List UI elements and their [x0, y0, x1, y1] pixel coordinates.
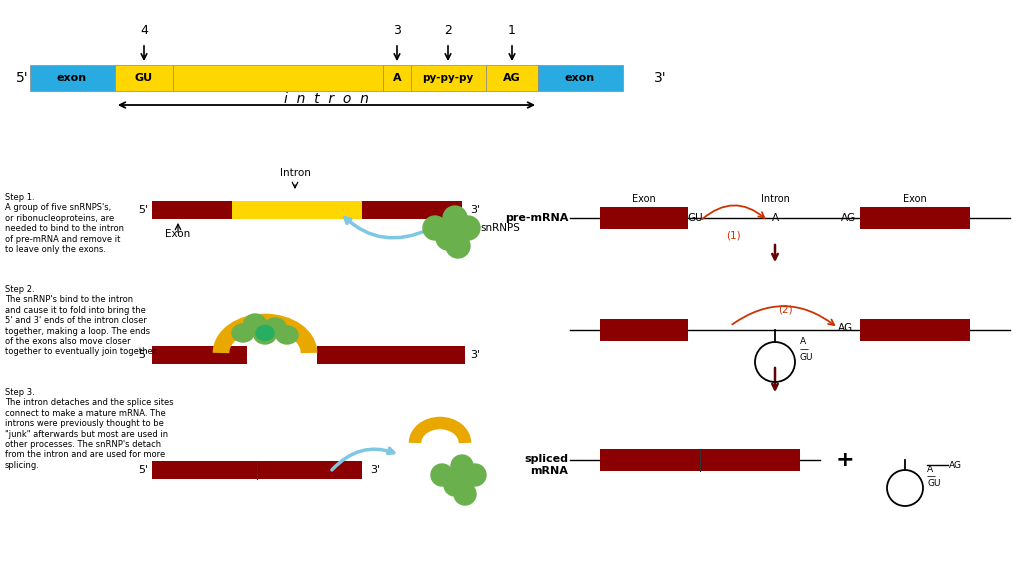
FancyBboxPatch shape: [600, 319, 688, 341]
Text: Intron: Intron: [761, 194, 790, 204]
Circle shape: [443, 206, 467, 230]
FancyBboxPatch shape: [860, 207, 970, 229]
FancyBboxPatch shape: [411, 65, 486, 91]
Text: 3: 3: [393, 24, 401, 37]
Ellipse shape: [254, 326, 276, 344]
Ellipse shape: [276, 326, 298, 344]
Text: Exon: Exon: [165, 229, 190, 239]
Text: Step 2.
The snRNP's bind to the intron
and cause it to fold into bring the
5' an: Step 2. The snRNP's bind to the intron a…: [5, 285, 158, 357]
Circle shape: [456, 216, 480, 240]
Text: 5': 5': [15, 71, 29, 85]
Text: A: A: [392, 73, 401, 83]
Text: 2: 2: [444, 24, 452, 37]
FancyBboxPatch shape: [317, 346, 465, 364]
Text: AG: AG: [838, 323, 853, 333]
Text: 3': 3': [370, 465, 380, 475]
Circle shape: [436, 226, 460, 250]
Text: 5': 5': [138, 350, 148, 360]
Ellipse shape: [264, 318, 286, 336]
Circle shape: [451, 455, 473, 477]
Circle shape: [444, 474, 466, 496]
Text: 1: 1: [508, 24, 516, 37]
Text: 5': 5': [138, 205, 148, 215]
Text: Intron: Intron: [280, 168, 310, 178]
Text: (1): (1): [726, 231, 740, 241]
FancyBboxPatch shape: [152, 201, 232, 219]
FancyBboxPatch shape: [538, 65, 623, 91]
Text: 3': 3': [470, 350, 480, 360]
Text: 3': 3': [653, 71, 667, 85]
Circle shape: [454, 483, 476, 505]
Text: 3': 3': [470, 205, 480, 215]
Text: A: A: [927, 465, 933, 475]
FancyBboxPatch shape: [600, 449, 800, 471]
Text: i  n  t  r  o  n: i n t r o n: [284, 92, 369, 106]
Text: (2): (2): [777, 305, 793, 315]
Text: 5': 5': [138, 465, 148, 475]
Text: Step 3.
The intron detaches and the splice sites
connect to make a mature mRNA. : Step 3. The intron detaches and the spli…: [5, 388, 174, 470]
Text: pre-mRNA: pre-mRNA: [505, 213, 568, 223]
Text: A: A: [800, 338, 806, 347]
Text: Exon: Exon: [632, 194, 656, 204]
Text: AG: AG: [503, 73, 521, 83]
Text: GU: GU: [135, 73, 153, 83]
FancyBboxPatch shape: [152, 346, 247, 364]
Ellipse shape: [232, 324, 254, 342]
Text: AG: AG: [841, 213, 856, 223]
FancyBboxPatch shape: [30, 65, 115, 91]
FancyBboxPatch shape: [860, 319, 970, 341]
Text: +: +: [836, 450, 854, 470]
Text: 4: 4: [140, 24, 147, 37]
Text: GU: GU: [687, 213, 702, 223]
FancyBboxPatch shape: [383, 65, 411, 91]
Circle shape: [446, 234, 470, 258]
Circle shape: [423, 216, 447, 240]
Text: GU: GU: [800, 353, 813, 362]
FancyBboxPatch shape: [600, 207, 688, 229]
FancyBboxPatch shape: [486, 65, 538, 91]
Text: Step 1.
A group of five snRNPS's,
or ribonucleoproteins, are
needed to bind to t: Step 1. A group of five snRNPS's, or rib…: [5, 193, 124, 254]
FancyBboxPatch shape: [232, 201, 362, 219]
Text: exon: exon: [57, 73, 87, 83]
Text: snRNPS: snRNPS: [480, 223, 520, 233]
Text: GU: GU: [927, 479, 940, 488]
FancyBboxPatch shape: [362, 201, 462, 219]
Text: AG: AG: [949, 460, 962, 469]
Ellipse shape: [256, 325, 274, 340]
FancyBboxPatch shape: [152, 461, 362, 479]
FancyBboxPatch shape: [173, 65, 383, 91]
Text: py-py-py: py-py-py: [422, 73, 474, 83]
FancyBboxPatch shape: [115, 65, 173, 91]
Text: exon: exon: [565, 73, 595, 83]
Circle shape: [431, 464, 453, 486]
Text: —: —: [800, 346, 809, 354]
Text: —: —: [927, 472, 936, 482]
Ellipse shape: [244, 314, 266, 332]
Text: spliced
mRNA: spliced mRNA: [524, 454, 568, 476]
Text: A: A: [771, 213, 778, 223]
Circle shape: [464, 464, 486, 486]
Text: Exon: Exon: [903, 194, 927, 204]
